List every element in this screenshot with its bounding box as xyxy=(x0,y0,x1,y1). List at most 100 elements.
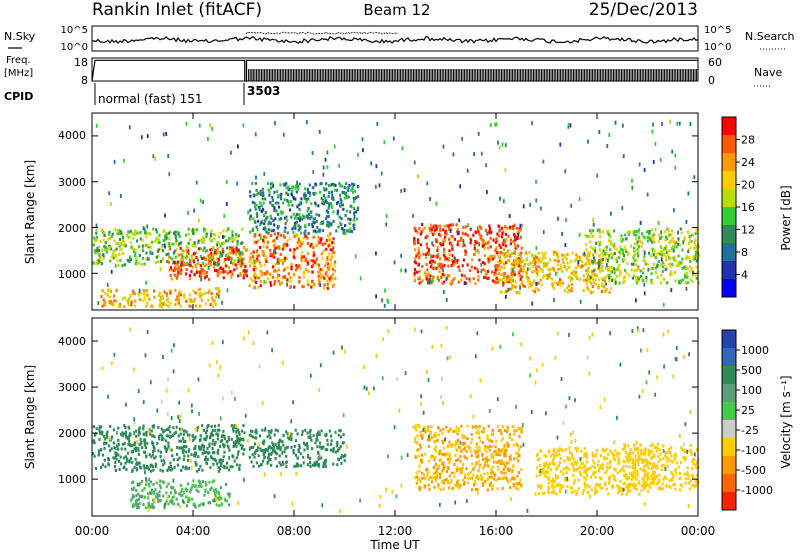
data-cell xyxy=(502,230,505,234)
data-cell xyxy=(479,439,482,443)
data-cell xyxy=(222,267,225,271)
data-cell xyxy=(244,248,247,252)
data-cell xyxy=(320,273,323,277)
data-cell xyxy=(432,243,435,247)
data-cell xyxy=(325,247,328,251)
data-cell xyxy=(274,251,277,255)
data-cell xyxy=(216,432,219,436)
data-cell xyxy=(264,219,267,223)
data-cell xyxy=(129,257,132,261)
data-cell xyxy=(423,426,426,430)
data-cell xyxy=(167,242,170,245)
data-cell xyxy=(259,246,262,249)
data-cell xyxy=(135,256,138,260)
data-cell xyxy=(590,488,593,492)
freq-left-tick-top: 18 xyxy=(74,56,88,69)
data-cell xyxy=(214,457,217,461)
data-cell xyxy=(662,302,665,307)
data-cell xyxy=(435,449,438,453)
data-cell xyxy=(502,283,505,287)
data-cell xyxy=(317,236,320,239)
data-cell xyxy=(432,466,435,470)
data-cell xyxy=(481,476,484,480)
data-cell xyxy=(253,272,256,276)
data-cell xyxy=(167,494,170,498)
data-cell xyxy=(265,217,268,221)
data-cell xyxy=(216,241,219,245)
data-cell xyxy=(177,271,180,275)
data-cell xyxy=(143,262,146,266)
data-cell xyxy=(239,272,242,276)
data-cell xyxy=(546,277,549,280)
data-cell xyxy=(164,501,167,505)
data-cell xyxy=(674,259,677,263)
data-cell xyxy=(274,263,277,267)
data-cell xyxy=(506,254,509,258)
data-cell xyxy=(375,251,377,256)
data-cell xyxy=(250,278,254,282)
data-cell xyxy=(622,238,625,242)
data-cell xyxy=(176,260,180,264)
data-cell xyxy=(476,449,479,453)
data-cell xyxy=(528,267,531,271)
data-cell xyxy=(592,290,595,294)
colorbar-segment xyxy=(722,171,736,190)
data-cell xyxy=(100,432,103,436)
data-cell xyxy=(170,486,173,490)
data-cell xyxy=(533,257,536,261)
data-cell xyxy=(510,281,513,285)
data-cell xyxy=(205,483,208,487)
data-cell xyxy=(606,231,609,235)
data-cell xyxy=(637,228,641,232)
data-cell xyxy=(587,258,590,262)
data-cell xyxy=(327,268,330,271)
data-cell xyxy=(515,456,518,460)
data-cell xyxy=(537,492,541,496)
data-cell xyxy=(193,245,197,249)
data-cell xyxy=(435,473,438,477)
data-cell xyxy=(121,233,124,237)
data-cell xyxy=(560,469,563,473)
data-cell xyxy=(329,248,332,252)
data-cell xyxy=(477,274,480,278)
data-cell xyxy=(177,265,180,268)
data-cell xyxy=(157,449,160,453)
data-cell xyxy=(672,258,675,262)
data-cell xyxy=(634,233,638,237)
data-cell xyxy=(186,433,189,437)
data-cell xyxy=(638,162,641,167)
data-cell xyxy=(613,252,616,255)
data-cell xyxy=(438,452,441,456)
data-cell xyxy=(262,227,265,231)
data-cell xyxy=(152,425,155,429)
data-cell xyxy=(259,279,262,283)
data-cell xyxy=(650,272,653,276)
data-cell xyxy=(315,460,318,464)
data-cell xyxy=(689,122,692,126)
data-cell xyxy=(608,291,611,294)
colorbar-tick-label: 8 xyxy=(741,246,748,259)
data-cell xyxy=(564,255,567,259)
data-cell xyxy=(557,259,560,263)
data-cell xyxy=(176,295,179,299)
data-cell xyxy=(512,232,516,236)
data-cell xyxy=(293,253,296,256)
data-cell xyxy=(540,267,543,271)
data-cell xyxy=(151,490,154,494)
data-cell xyxy=(494,268,497,272)
data-cell xyxy=(629,456,632,460)
data-cell xyxy=(448,440,451,444)
data-cell xyxy=(412,425,415,429)
data-cell xyxy=(636,240,639,244)
data-cell xyxy=(509,486,512,489)
data-cell xyxy=(165,303,168,307)
data-cell xyxy=(591,451,594,455)
data-cell xyxy=(509,478,512,482)
data-cell xyxy=(126,451,130,455)
data-cell xyxy=(620,247,623,251)
data-cell xyxy=(131,443,134,447)
data-cell xyxy=(520,224,523,228)
data-cell xyxy=(462,462,465,466)
data-cell xyxy=(215,251,218,255)
data-cell xyxy=(129,229,132,233)
